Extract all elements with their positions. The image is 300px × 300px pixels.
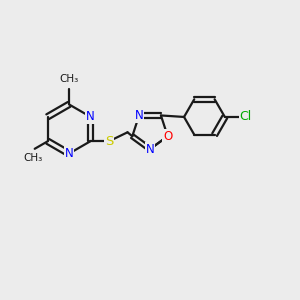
Text: N: N <box>146 142 154 156</box>
Text: N: N <box>135 109 143 122</box>
Text: CH₃: CH₃ <box>59 74 79 84</box>
Text: Cl: Cl <box>240 110 252 124</box>
Text: N: N <box>86 110 95 123</box>
Text: CH₃: CH₃ <box>24 153 43 163</box>
Text: S: S <box>105 135 113 148</box>
Text: N: N <box>64 147 74 160</box>
Text: O: O <box>163 130 172 143</box>
